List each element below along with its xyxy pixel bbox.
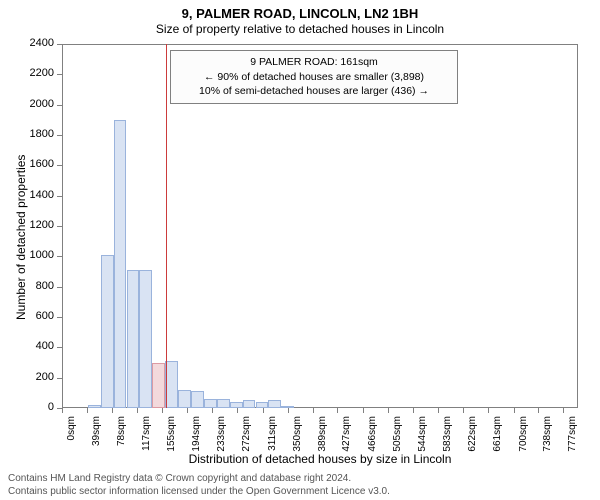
annotation-line-1: 9 PALMER ROAD: 161sqm bbox=[177, 55, 451, 70]
x-tick bbox=[463, 408, 464, 413]
x-tick bbox=[187, 408, 188, 413]
x-tick bbox=[237, 408, 238, 413]
annotation-box: 9 PALMER ROAD: 161sqm ← 90% of detached … bbox=[170, 50, 458, 104]
x-tick bbox=[363, 408, 364, 413]
x-tick bbox=[212, 408, 213, 413]
y-tick bbox=[57, 105, 62, 106]
y-axis-label: Number of detached properties bbox=[14, 155, 28, 320]
histogram-bar bbox=[243, 400, 256, 408]
y-tick-label: 2200 bbox=[0, 67, 54, 79]
y-tick bbox=[57, 44, 62, 45]
histogram-bar bbox=[139, 270, 152, 408]
footer-line-1: Contains HM Land Registry data © Crown c… bbox=[8, 473, 351, 484]
y-tick bbox=[57, 378, 62, 379]
x-tick bbox=[137, 408, 138, 413]
y-tick-label: 1600 bbox=[0, 158, 54, 170]
y-tick-label: 1400 bbox=[0, 189, 54, 201]
y-tick bbox=[57, 287, 62, 288]
annotation-line-3: 10% of semi-detached houses are larger (… bbox=[177, 84, 451, 99]
y-tick bbox=[57, 256, 62, 257]
histogram-bar bbox=[178, 390, 191, 408]
y-tick bbox=[57, 196, 62, 197]
y-tick-label: 400 bbox=[0, 340, 54, 352]
x-tick bbox=[112, 408, 113, 413]
y-tick-label: 0 bbox=[0, 401, 54, 413]
reference-line bbox=[166, 44, 167, 408]
histogram-bar bbox=[204, 399, 217, 408]
y-tick-label: 2400 bbox=[0, 37, 54, 49]
x-tick bbox=[87, 408, 88, 413]
y-tick-label: 800 bbox=[0, 280, 54, 292]
y-tick-label: 600 bbox=[0, 310, 54, 322]
y-tick bbox=[57, 74, 62, 75]
x-tick bbox=[488, 408, 489, 413]
y-tick-label: 1800 bbox=[0, 128, 54, 140]
histogram-bar bbox=[230, 402, 243, 408]
y-tick bbox=[57, 317, 62, 318]
y-tick-label: 1000 bbox=[0, 249, 54, 261]
histogram-bar bbox=[165, 361, 178, 408]
x-axis-label: Distribution of detached houses by size … bbox=[62, 452, 578, 466]
footer-line-2: Contains public sector information licen… bbox=[8, 486, 390, 497]
chart-title: 9, PALMER ROAD, LINCOLN, LN2 1BH bbox=[0, 6, 600, 21]
histogram-bar bbox=[256, 402, 269, 408]
histogram-bar bbox=[268, 400, 281, 408]
chart-container: 9, PALMER ROAD, LINCOLN, LN2 1BH Size of… bbox=[0, 0, 600, 500]
x-tick bbox=[514, 408, 515, 413]
x-tick bbox=[337, 408, 338, 413]
histogram-bar bbox=[217, 399, 230, 408]
histogram-bar bbox=[114, 120, 127, 408]
y-tick-label: 2000 bbox=[0, 98, 54, 110]
annotation-line-2: ← 90% of detached houses are smaller (3,… bbox=[177, 70, 451, 85]
y-tick-label: 1200 bbox=[0, 219, 54, 231]
y-tick bbox=[57, 347, 62, 348]
x-tick bbox=[62, 408, 63, 413]
x-tick bbox=[313, 408, 314, 413]
chart-subtitle: Size of property relative to detached ho… bbox=[0, 22, 600, 36]
x-tick bbox=[563, 408, 564, 413]
histogram-bar bbox=[191, 391, 204, 408]
histogram-bar bbox=[127, 270, 140, 408]
y-tick-label: 200 bbox=[0, 371, 54, 383]
histogram-bar bbox=[88, 405, 101, 408]
y-tick bbox=[57, 226, 62, 227]
x-tick bbox=[538, 408, 539, 413]
x-tick bbox=[438, 408, 439, 413]
x-tick bbox=[413, 408, 414, 413]
x-tick bbox=[263, 408, 264, 413]
histogram-bar bbox=[281, 406, 294, 408]
y-tick bbox=[57, 165, 62, 166]
x-tick bbox=[288, 408, 289, 413]
x-tick bbox=[388, 408, 389, 413]
y-tick bbox=[57, 135, 62, 136]
histogram-bar bbox=[101, 255, 114, 408]
x-tick bbox=[162, 408, 163, 413]
histogram-bar bbox=[152, 363, 165, 409]
